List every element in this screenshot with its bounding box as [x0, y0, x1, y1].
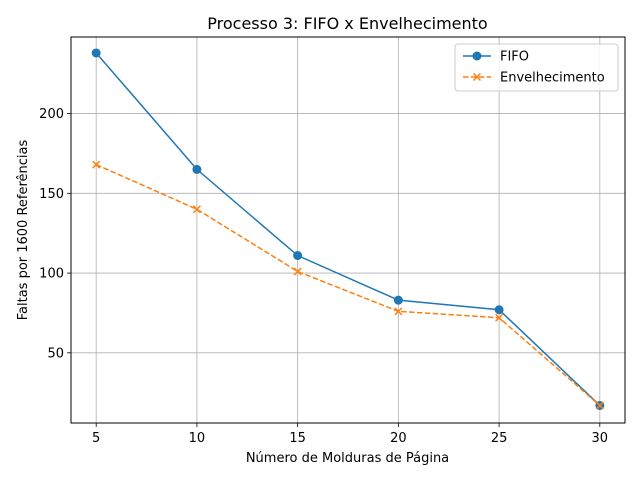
x-tick-label: 30: [592, 431, 609, 446]
x-tick-label: 10: [189, 431, 206, 446]
x-tick-label: 5: [92, 431, 100, 446]
series-2: [92, 160, 604, 410]
x-tick-label: 25: [491, 431, 508, 446]
x-tick-label: 20: [390, 431, 407, 446]
y-tick-label: 200: [39, 107, 64, 122]
series-line: [95, 52, 601, 406]
x-axis-label: Número de Molduras de Página: [246, 451, 449, 466]
plot-area-frame: [70, 36, 626, 424]
y-tick-label: 150: [39, 187, 64, 202]
data-point: [192, 205, 201, 214]
data-point: [393, 295, 403, 305]
data-point: [494, 305, 504, 315]
legend-marker: [472, 51, 482, 61]
y-tick-label: 50: [47, 346, 64, 361]
chart-title: Processo 3: FIFO x Envelhecimento: [207, 14, 487, 33]
series-layer: [91, 48, 605, 410]
series-line: [95, 163, 601, 407]
legend-label: Envelhecimento: [500, 71, 605, 86]
data-point: [394, 307, 403, 316]
legend-marker: [472, 72, 482, 82]
data-point: [595, 401, 604, 410]
legend-box: [454, 43, 619, 92]
x-tick-label: 15: [289, 431, 306, 446]
grid-lines: [71, 37, 625, 423]
series-1: [91, 48, 605, 410]
data-point: [192, 164, 202, 174]
data-point: [92, 160, 101, 169]
data-point: [293, 267, 302, 276]
y-axis-label: Faltas por 1600 Referências: [16, 140, 31, 321]
legend: FIFO Envelhecimento: [454, 43, 619, 92]
legend-label: FIFO: [500, 50, 529, 65]
axis-ticks: 5 10 15 20 25 30 50 100 150 200: [39, 107, 608, 446]
y-tick-label: 100: [39, 267, 64, 282]
data-point: [293, 251, 303, 261]
data-point: [495, 313, 504, 322]
data-point: [91, 48, 101, 58]
